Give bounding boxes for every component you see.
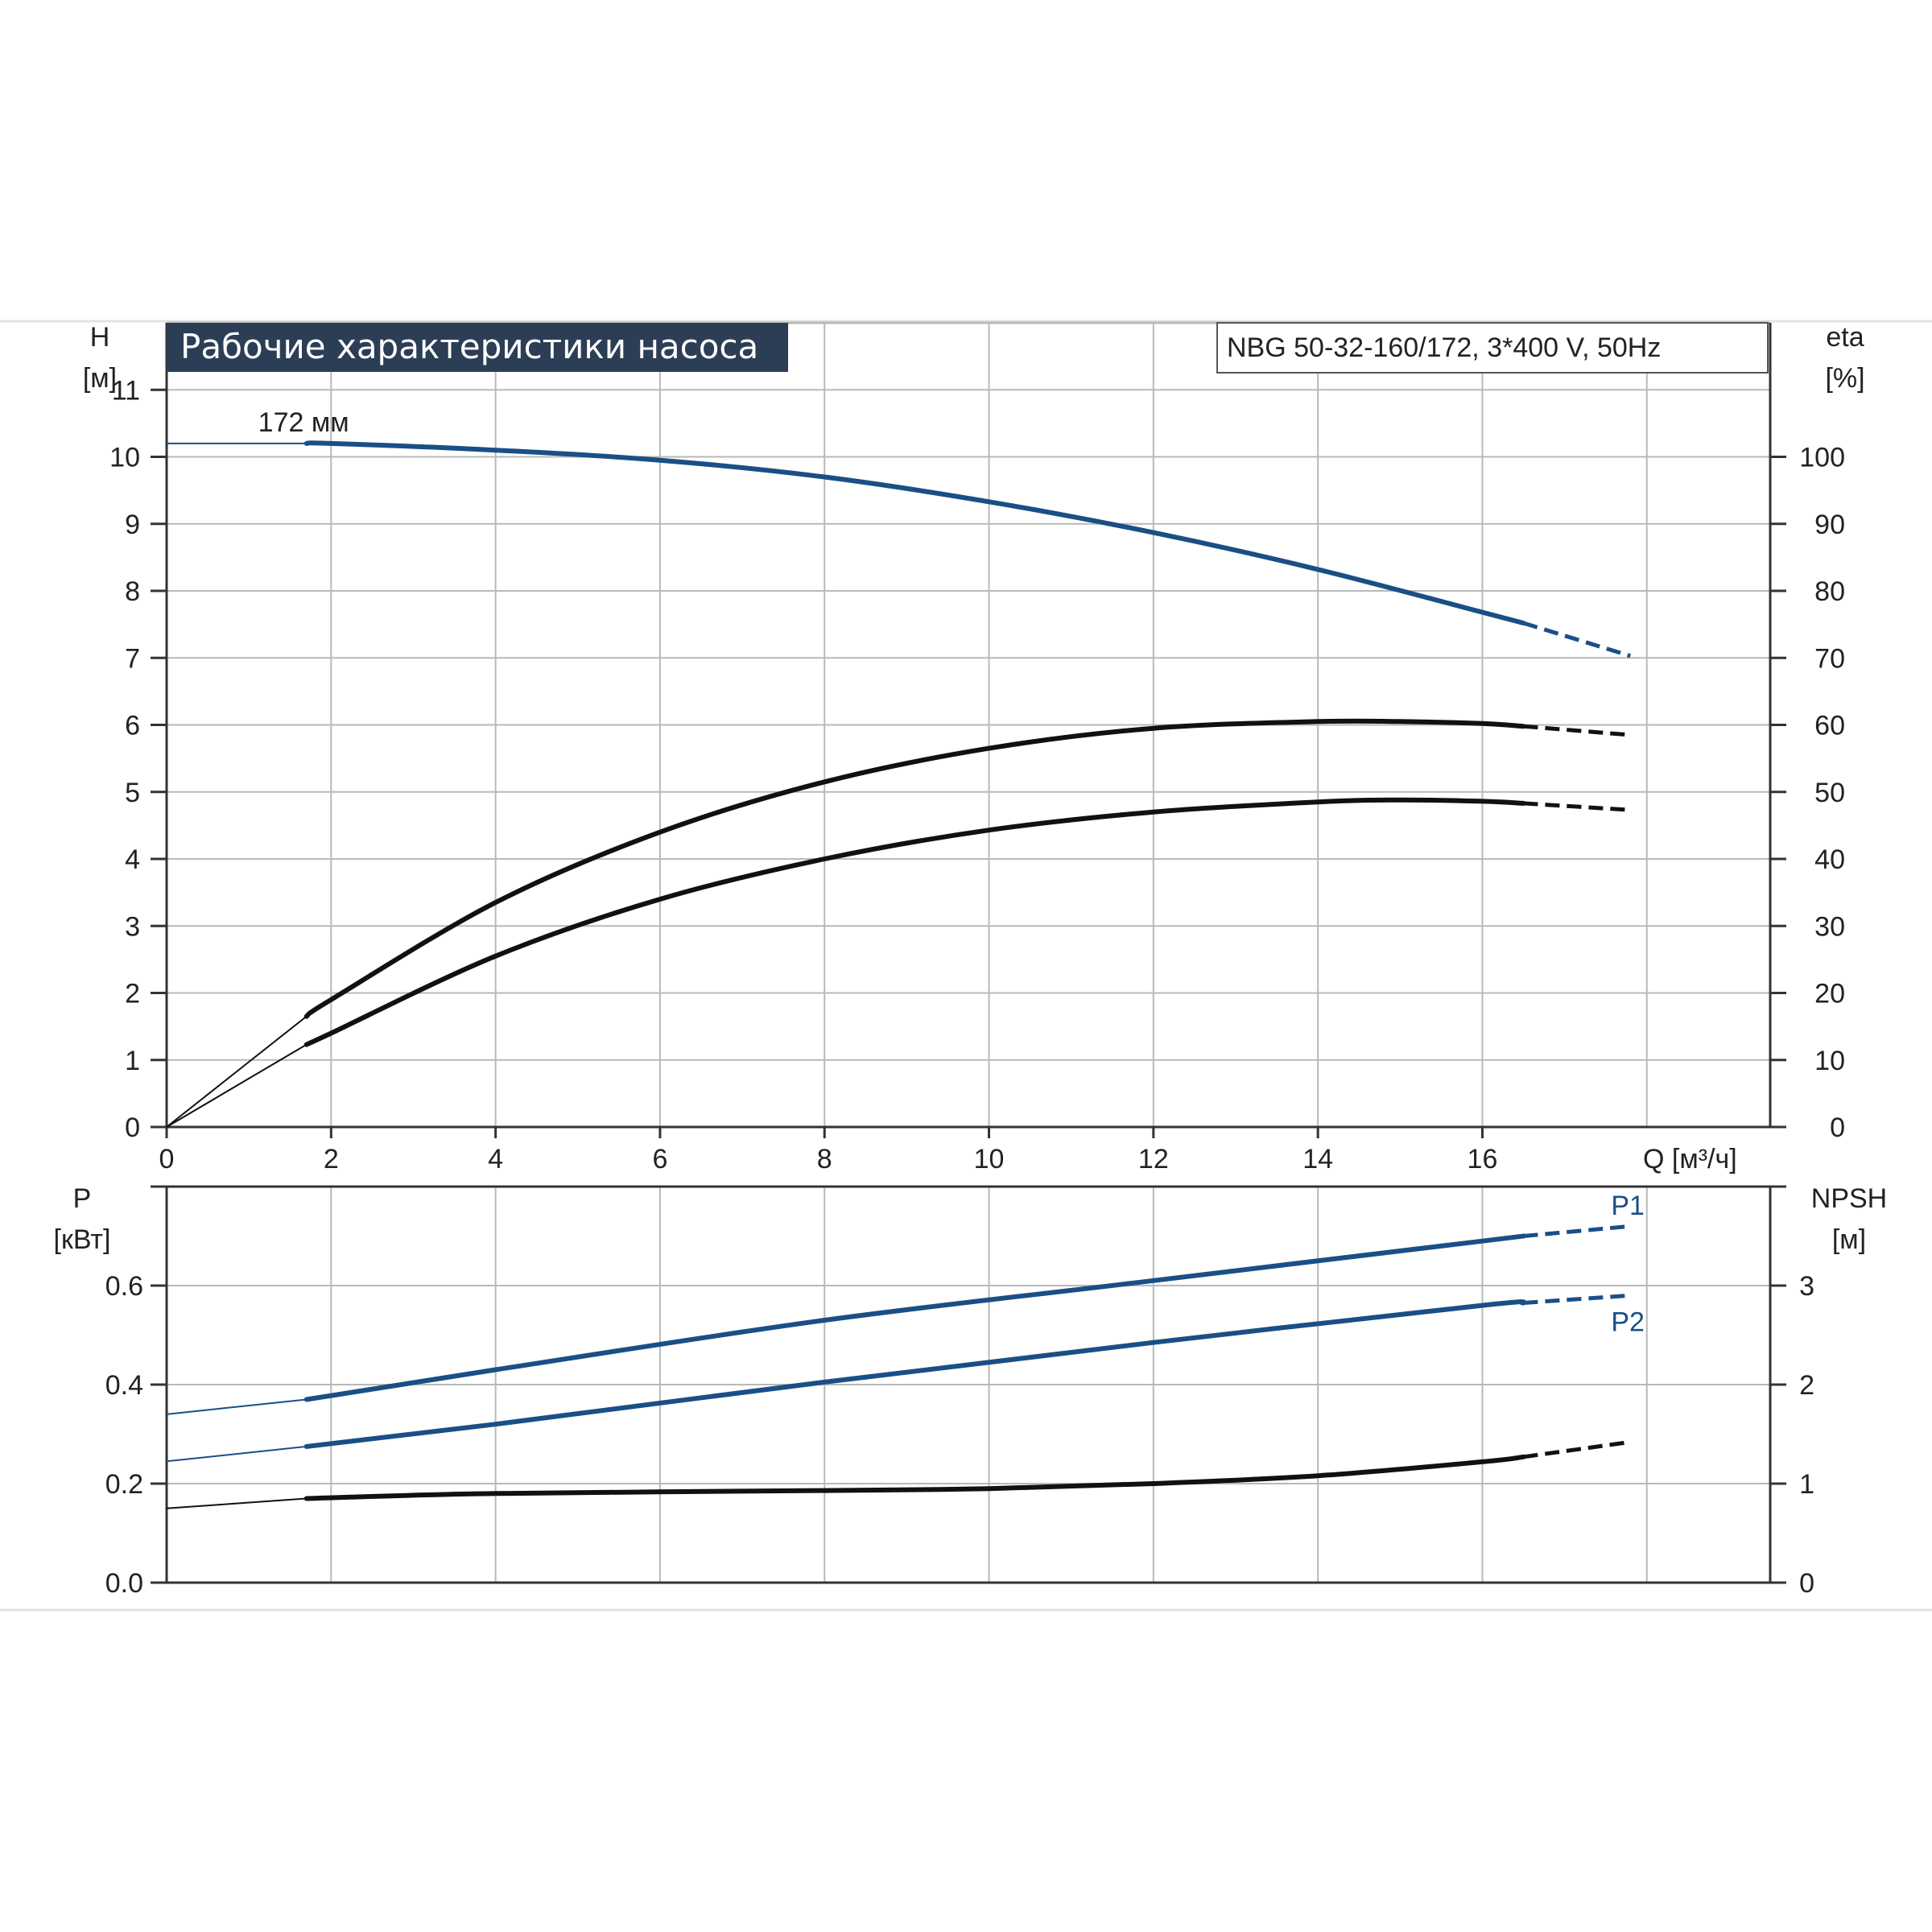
top-series-2-thin-line bbox=[166, 1043, 308, 1128]
eta-tick-label: 20 bbox=[1814, 979, 1845, 1009]
flow-tick-label: 6 bbox=[652, 1144, 667, 1174]
head-tick-label: 2 bbox=[125, 979, 140, 1009]
y-axis-unit-power: [кВт] bbox=[54, 1224, 111, 1255]
flow-tick-label: 12 bbox=[1138, 1144, 1169, 1174]
head-tick-label: 6 bbox=[125, 711, 140, 741]
head-tick-label: 3 bbox=[125, 911, 140, 942]
bottom-series-2-dashed-line bbox=[1523, 1439, 1631, 1459]
y-axis-title-power: P bbox=[73, 1183, 92, 1214]
p2-thin-line bbox=[166, 1445, 307, 1463]
top-series-1-solid-line bbox=[303, 718, 1526, 1019]
flow-tick-label: 16 bbox=[1468, 1144, 1498, 1174]
npsh-tick-label: 2 bbox=[1799, 1370, 1814, 1401]
y-axis-unit-eta: [%] bbox=[1825, 363, 1864, 394]
head-tick-label: 11 bbox=[112, 375, 140, 406]
flow-tick-label: 4 bbox=[488, 1144, 503, 1174]
flow-tick-label: 10 bbox=[974, 1144, 1005, 1174]
y-axis-title-eta: eta bbox=[1826, 322, 1864, 353]
head-tick-label: 0 bbox=[125, 1113, 140, 1143]
p2-solid-line bbox=[303, 1299, 1526, 1449]
title-banner bbox=[167, 323, 788, 372]
top-series-0-solid-line bbox=[303, 440, 1526, 625]
power-tick-label: 0.6 bbox=[105, 1271, 143, 1302]
eta-tick-label: 0 bbox=[1830, 1113, 1845, 1143]
p2-dashed-line bbox=[1523, 1293, 1631, 1305]
power-tick-label: 0.4 bbox=[105, 1370, 143, 1401]
p1-series-label: P1 bbox=[1611, 1191, 1645, 1221]
y-axis-unit-head: [м] bbox=[83, 363, 117, 394]
head-tick-label: 7 bbox=[125, 643, 140, 674]
npsh-tick-label: 1 bbox=[1799, 1469, 1814, 1500]
x-axis-title: Q [м³/ч] bbox=[1643, 1144, 1737, 1174]
eta-tick-label: 40 bbox=[1814, 844, 1845, 875]
eta-tick-label: 80 bbox=[1814, 576, 1845, 607]
npsh-tick-label: 3 bbox=[1799, 1271, 1814, 1302]
flow-tick-label: 2 bbox=[324, 1144, 339, 1174]
p1-solid-line bbox=[303, 1233, 1526, 1402]
top-series-2-dashed-line bbox=[1523, 801, 1631, 812]
eta-tick-label: 10 bbox=[1814, 1046, 1845, 1076]
power-tick-label: 0.2 bbox=[105, 1469, 143, 1500]
bottom-series-2-solid-line bbox=[303, 1454, 1526, 1501]
eta-tick-label: 70 bbox=[1814, 643, 1845, 674]
bottom-series-2-thin-line bbox=[166, 1497, 307, 1509]
eta-tick-label: 100 bbox=[1799, 443, 1845, 473]
model-label: NBG 50-32-160/172, 3*400 V, 50Hz bbox=[1227, 332, 1661, 363]
impeller-diameter-label: 172 мм bbox=[258, 407, 349, 438]
y-axis-title-npsh: NPSH bbox=[1811, 1183, 1887, 1214]
eta-tick-label: 30 bbox=[1814, 911, 1845, 942]
flow-tick-label: 0 bbox=[159, 1144, 175, 1174]
p1-thin-line bbox=[166, 1398, 307, 1415]
head-tick-label: 10 bbox=[109, 443, 140, 473]
chart-title: Рабочие характеристики насоса bbox=[180, 327, 758, 366]
head-tick-label: 4 bbox=[125, 844, 140, 875]
power-tick-label: 0.0 bbox=[105, 1568, 143, 1599]
top-series-1-dashed-line bbox=[1523, 724, 1631, 737]
eta-tick-label: 60 bbox=[1814, 711, 1845, 741]
eta-tick-label: 90 bbox=[1814, 510, 1845, 540]
series-labels: 172 мм P1 P2 bbox=[258, 407, 1645, 1337]
top-series-2-solid-line bbox=[303, 797, 1526, 1047]
p2-series-label: P2 bbox=[1611, 1307, 1645, 1337]
head-tick-label: 5 bbox=[125, 778, 140, 808]
head-tick-label: 8 bbox=[125, 576, 140, 607]
eta-tick-label: 50 bbox=[1814, 778, 1845, 808]
top-series-0-dashed-line bbox=[1522, 621, 1632, 658]
head-tick-label: 9 bbox=[125, 510, 140, 540]
p1-dashed-line bbox=[1523, 1224, 1631, 1238]
curves bbox=[166, 440, 1632, 1509]
flow-tick-label: 8 bbox=[817, 1144, 832, 1174]
model-box bbox=[1216, 322, 1769, 374]
flow-tick-label: 14 bbox=[1302, 1144, 1333, 1174]
y-axis-title-head: H bbox=[90, 322, 110, 353]
head-tick-label: 1 bbox=[125, 1046, 140, 1076]
npsh-tick-label: 0 bbox=[1799, 1568, 1814, 1599]
top-series-1-thin-line bbox=[166, 1015, 308, 1128]
y-axis-unit-npsh: [м] bbox=[1832, 1224, 1866, 1255]
axis-ticks bbox=[151, 388, 1786, 1584]
